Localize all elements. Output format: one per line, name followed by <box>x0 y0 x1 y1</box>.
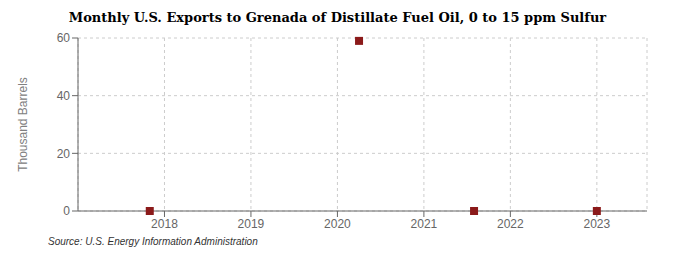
svg-text:2019: 2019 <box>238 217 265 231</box>
svg-text:2021: 2021 <box>411 217 438 231</box>
svg-text:2020: 2020 <box>324 217 351 231</box>
svg-text:2022: 2022 <box>497 217 524 231</box>
svg-text:40: 40 <box>57 89 71 103</box>
svg-text:20: 20 <box>57 147 71 161</box>
svg-text:2023: 2023 <box>583 217 610 231</box>
svg-text:Thousand Barrels: Thousand Barrels <box>16 77 30 172</box>
svg-text:2018: 2018 <box>151 217 178 231</box>
svg-text:60: 60 <box>57 31 71 45</box>
html-text:Monthly U.S. Exports to Grenad: Monthly U.S. Exports to Grenada of Disti… <box>68 10 607 25</box>
svg-text:0: 0 <box>63 204 70 218</box>
html-text:Source: U.S. Energy Informatio: Source: U.S. Energy Information Administ… <box>48 236 258 247</box>
